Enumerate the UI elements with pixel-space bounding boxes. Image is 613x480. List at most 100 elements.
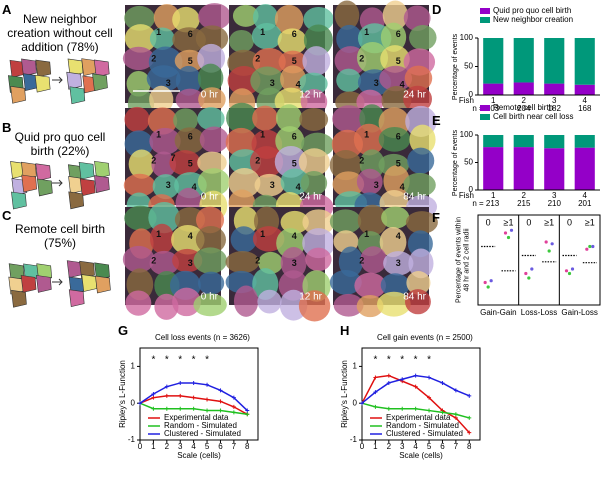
- cartoon-cell: [35, 59, 52, 78]
- significance-star: *: [192, 355, 196, 366]
- legend-label: Random - Simulated: [386, 421, 459, 430]
- n-label: 215: [517, 199, 531, 208]
- significance-star: *: [373, 355, 377, 366]
- y-axis-label: Ripley's L-Function: [118, 360, 127, 428]
- cell-blob: [353, 123, 385, 156]
- group-label: Gain-Loss: [561, 308, 597, 317]
- cell-number: 3: [396, 258, 401, 268]
- cell-blob: [334, 0, 360, 30]
- cell-blob: [380, 273, 410, 297]
- x-axis-label: Scale (cells): [399, 451, 443, 460]
- cell-blob: [149, 27, 175, 50]
- cell-number: 4: [188, 231, 193, 241]
- cell-blob: [379, 227, 407, 258]
- x-tick-label: 2: [387, 442, 392, 451]
- point-marker: [164, 384, 169, 389]
- cell-number: 3: [270, 180, 275, 190]
- cell-number: 5: [292, 56, 297, 66]
- cell-blob: [381, 85, 412, 115]
- n-label: 168: [578, 104, 592, 113]
- bar-segment: [574, 147, 595, 190]
- series-line: [361, 374, 470, 404]
- cell-blob: [380, 22, 407, 52]
- plot-frame: [477, 214, 601, 306]
- time-label: 84 hr: [403, 192, 426, 203]
- cell-blob: [226, 102, 258, 134]
- legend-swatch: [480, 17, 490, 23]
- y-axis-label: Ripley's L-Function: [340, 360, 349, 428]
- panel-label: B: [2, 120, 12, 135]
- bar-segment: [544, 148, 565, 190]
- time-label: 0 hr: [201, 90, 219, 101]
- point-marker: [453, 412, 458, 417]
- y-axis-label: Percentage of events within 48 hr and 2 …: [455, 217, 471, 303]
- x-tick-label: 3: [552, 191, 557, 200]
- cell-blob: [173, 108, 198, 132]
- dot: [567, 271, 572, 276]
- significance-star: *: [151, 355, 155, 366]
- cell-number: 3: [270, 78, 275, 88]
- cell-blob: [409, 25, 437, 51]
- point-marker: [373, 390, 378, 395]
- point-marker: [178, 406, 183, 411]
- cell-number: 2: [255, 255, 260, 265]
- cartoon: [8, 260, 111, 308]
- micrograph: 1 6 2 5 3 484 hr: [329, 104, 438, 219]
- cartoon-cell: [11, 289, 27, 308]
- cell-number: 2: [359, 156, 364, 166]
- cell-blob: [172, 287, 201, 317]
- x-tick-label: 5: [205, 442, 210, 451]
- y-tick-label: 100: [460, 130, 474, 139]
- point-marker: [440, 410, 445, 415]
- legend-label: Cell birth near cell loss: [493, 112, 573, 121]
- x-tick-label: 4: [413, 442, 418, 451]
- cell-blob: [128, 149, 155, 179]
- cell-blob: [249, 146, 284, 178]
- panel-label: A: [2, 2, 12, 17]
- cell-blob: [122, 245, 155, 273]
- panel-label: D: [432, 2, 442, 17]
- cell-number: 6: [292, 131, 297, 141]
- cell-blob: [193, 247, 228, 274]
- point-marker: [191, 395, 196, 400]
- micrograph: 1 6 2 5 3 424 hr: [225, 102, 335, 221]
- legend-swatch: [480, 8, 490, 14]
- micrograph: 1 6 2 5 3 424 hr: [333, 0, 437, 115]
- cell-number: 1: [364, 27, 369, 37]
- dot: [486, 285, 490, 289]
- cell-number: 3: [374, 180, 379, 190]
- cell-blob: [404, 65, 433, 92]
- x-tick-label: 6: [218, 442, 223, 451]
- cell-blob: [195, 25, 229, 52]
- cartoon-cell: [21, 174, 37, 193]
- dot: [509, 228, 514, 232]
- micrograph: 1 4 2 3 84 hr: [329, 204, 438, 318]
- cell-number: 5: [188, 56, 193, 66]
- cell-blob: [338, 246, 363, 278]
- point-marker: [386, 406, 391, 411]
- point-marker: [245, 408, 250, 413]
- plot-frame: [139, 347, 259, 441]
- cell-blob: [302, 46, 331, 76]
- cell-blob: [151, 151, 177, 178]
- cell-blob: [280, 246, 307, 279]
- bar-segment: [544, 38, 565, 84]
- micrograph: 1 6 2 5 3 0 hr: [122, 3, 231, 120]
- cartoon-cell: [37, 178, 53, 197]
- cell-blob: [378, 126, 411, 152]
- cartoon-cell: [11, 191, 27, 210]
- point-marker: [164, 393, 169, 398]
- dot: [489, 279, 493, 283]
- arrow: [52, 76, 63, 84]
- y-tick-label: -1: [128, 435, 136, 444]
- cell-blob: [405, 211, 438, 234]
- y-tick-label: 0: [131, 398, 136, 407]
- cell-blob: [149, 127, 181, 155]
- cartoon: [7, 58, 110, 105]
- cartoon-cell: [68, 191, 85, 210]
- category-label: ≥1: [504, 217, 514, 227]
- time-label: 24 hr: [403, 90, 426, 101]
- cell-blob: [174, 49, 205, 72]
- cell-blob: [122, 46, 155, 71]
